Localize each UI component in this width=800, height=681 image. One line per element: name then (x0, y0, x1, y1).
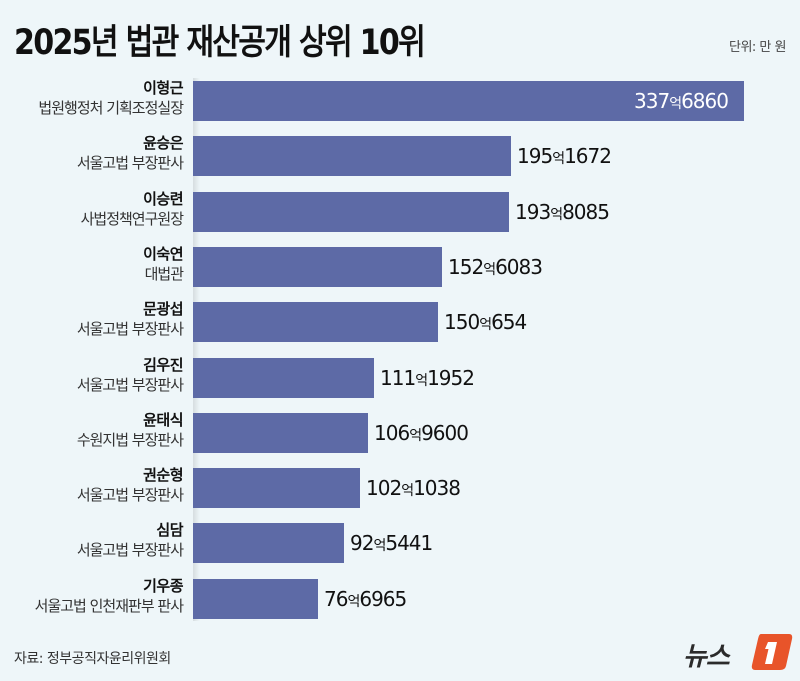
judge-role: 법원행정처 기획조정실장 (38, 99, 184, 117)
value-eok: 337 (634, 89, 670, 113)
bar (193, 302, 438, 343)
chart-row: 이숙연 대법관 152억6083 (0, 244, 800, 287)
chart-title: 2025년 법관 재산공개 상위 10위 (14, 23, 426, 63)
judge-name: 이형근 (143, 79, 183, 97)
chart-row: 기우종 서울고법 인천재판부 판사 76억6965 (0, 576, 800, 619)
value-eok: 106 (374, 420, 410, 445)
eok-unit: 억 (552, 151, 565, 168)
value-man: 9600 (421, 420, 469, 445)
judge-role: 서울고법 부장판사 (76, 375, 184, 394)
bar (193, 81, 744, 121)
value-eok: 152 (448, 254, 484, 279)
row-label: 이숙연 대법관 (143, 244, 184, 284)
value-label: 195억1672 (517, 144, 612, 169)
source-note: 자료: 정부공직자윤리위원회 (14, 651, 171, 667)
value-man: 6860 (681, 89, 729, 113)
eok-unit: 억 (669, 96, 682, 112)
bar (193, 468, 360, 509)
row-label: 윤승은 서울고법 부장판사 (76, 133, 184, 173)
row-label: 심담 서울고법 부장판사 (76, 520, 184, 560)
bar (193, 412, 368, 453)
value-label: 150억654 (444, 310, 527, 335)
judge-role: 수원지법 부장판사 (76, 430, 184, 449)
value-label: 76억6965 (324, 586, 407, 611)
value-man: 6083 (495, 254, 543, 279)
bar (193, 246, 442, 287)
value-eok: 92 (350, 531, 374, 556)
value-eok: 111 (380, 365, 416, 390)
bar (193, 136, 511, 177)
judge-name: 이숙연 (143, 244, 183, 263)
judge-role: 사법정책연구원장 (80, 209, 184, 228)
eok-unit: 억 (415, 372, 428, 389)
judge-name: 심담 (156, 521, 183, 540)
eok-unit: 억 (373, 538, 386, 555)
bar (193, 191, 509, 232)
row-label: 김우진 서울고법 부장판사 (76, 355, 184, 395)
value-label: 102억1038 (366, 476, 461, 501)
eok-unit: 억 (550, 206, 563, 223)
judge-name: 이승련 (143, 189, 183, 208)
unit-label: 단위: 만 원 (729, 40, 787, 55)
value-man: 5441 (385, 531, 433, 556)
judge-name: 김우진 (143, 355, 183, 374)
row-label: 이승련 사법정책연구원장 (80, 189, 184, 229)
bar (193, 357, 374, 398)
value-man: 1672 (564, 144, 612, 169)
logo-text: 뉴스 (683, 642, 730, 672)
judge-name: 문광섭 (143, 300, 183, 319)
news1-logo: 뉴스 (683, 630, 793, 674)
chart-row: 김우진 서울고법 부장판사 111억1952 (0, 355, 800, 398)
eok-unit: 억 (347, 593, 360, 610)
eok-unit: 억 (483, 261, 496, 278)
judge-role: 대법관 (144, 264, 184, 283)
judge-name: 권순형 (143, 466, 183, 485)
value-label: 111억1952 (380, 365, 475, 390)
judge-role: 서울고법 부장판사 (76, 320, 184, 339)
bar (193, 578, 318, 619)
judge-role: 서울고법 인천재판부 판사 (34, 596, 184, 615)
bar (193, 523, 344, 564)
row-label: 문광섭 서울고법 부장판사 (76, 299, 184, 339)
chart-row: 윤태식 수원지법 부장판사 106억9600 (0, 410, 800, 453)
value-label: 92억5441 (350, 531, 433, 556)
value-eok: 102 (366, 476, 402, 501)
value-man: 1038 (413, 476, 461, 501)
eok-unit: 억 (409, 427, 422, 444)
judge-role: 서울고법 부장판사 (76, 486, 184, 505)
value-man: 654 (491, 310, 527, 335)
value-eok: 76 (324, 586, 348, 611)
eok-unit: 억 (401, 483, 414, 500)
value-man: 6965 (359, 586, 407, 611)
judge-name: 기우종 (143, 576, 183, 595)
value-label: 193억8085 (515, 199, 610, 224)
value-label: 106억9600 (374, 420, 469, 445)
value-man: 1952 (427, 365, 475, 390)
value-eok: 193 (515, 199, 551, 224)
chart-row: 심담 서울고법 부장판사 92억5441 (0, 520, 800, 564)
value-label: 337억6860 (634, 89, 729, 113)
value-man: 8085 (562, 199, 610, 224)
eok-unit: 억 (479, 317, 492, 334)
logo-mark-icon (751, 634, 793, 670)
axis-line (193, 78, 200, 621)
value-label: 152억6083 (448, 254, 543, 279)
row-label: 기우종 서울고법 인천재판부 판사 (34, 576, 184, 616)
judge-name: 윤승은 (143, 134, 183, 153)
chart-row: 권순형 서울고법 부장판사 102억1038 (0, 465, 800, 509)
row-label: 권순형 서울고법 부장판사 (76, 465, 184, 505)
value-eok: 150 (444, 310, 480, 335)
judge-role: 서울고법 부장판사 (76, 154, 184, 173)
chart-row: 윤승은 서울고법 부장판사 195억1672 (0, 133, 800, 177)
judge-name: 윤태식 (143, 410, 183, 429)
row-label: 윤태식 수원지법 부장판사 (76, 410, 184, 450)
chart-row: 이승련 사법정책연구원장 193억8085 (0, 189, 800, 232)
chart-row: 문광섭 서울고법 부장판사 150억654 (0, 299, 800, 343)
value-eok: 195 (517, 144, 553, 169)
judge-role: 서울고법 부장판사 (76, 541, 184, 560)
